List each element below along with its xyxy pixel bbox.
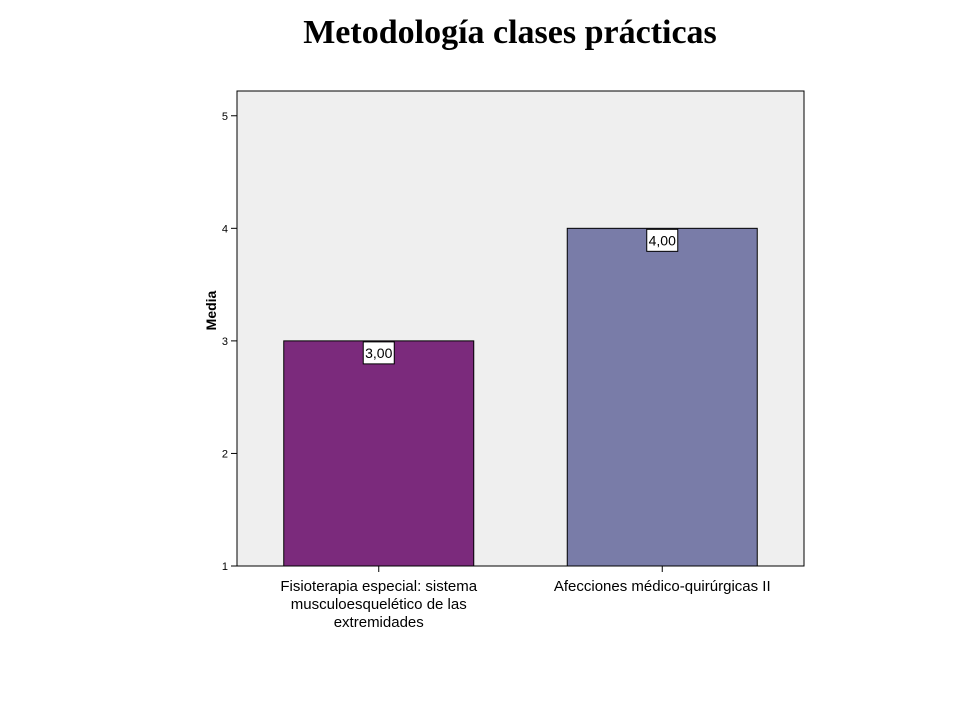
x-tick-label: Fisioterapia especial: sistema <box>280 578 477 595</box>
x-tick-label: musculoesquelético de las <box>291 596 467 613</box>
x-tick-label: Afecciones médico-quirúrgicas II <box>554 578 771 595</box>
bar[interactable] <box>566 227 758 567</box>
y-tick-label: 1 <box>222 561 228 573</box>
y-axis-label: Media <box>203 290 219 330</box>
data-label: 4,00 <box>649 232 676 248</box>
bar[interactable] <box>283 340 475 567</box>
y-tick-label: 2 <box>222 448 228 460</box>
data-label: 3,00 <box>365 345 392 361</box>
chart-title: Metodología clases prácticas <box>303 14 717 51</box>
y-tick-label: 4 <box>222 223 228 235</box>
data-label-box <box>362 341 395 365</box>
data-label-box <box>646 228 679 252</box>
y-tick-label: 3 <box>222 336 228 348</box>
bar-chart: 1 2 3 4 5 Media 3,00 Fisioterapia especial: sis… <box>203 90 805 631</box>
chart-panel: 1 2 3 4 5 Media 3,00 Fisioterapia especial: sis… <box>184 76 817 682</box>
x-tick-label: extremidades <box>334 614 424 631</box>
y-tick-label: 5 <box>222 111 228 123</box>
